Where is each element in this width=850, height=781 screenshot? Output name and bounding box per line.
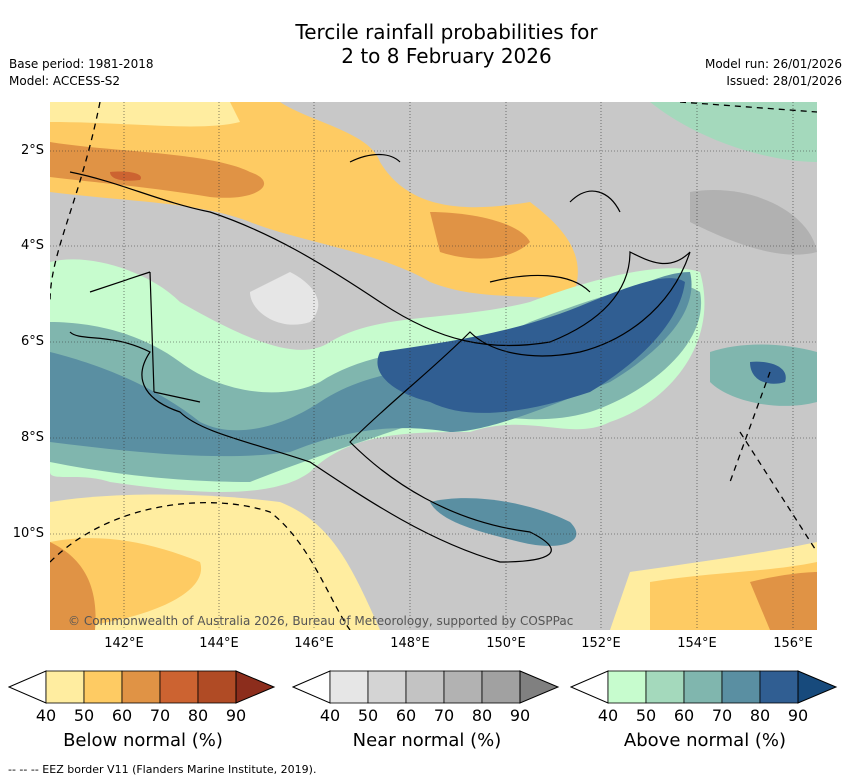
colorbar-segment xyxy=(159,670,199,704)
left-meta: Base period: 1981-2018 Model: ACCESS-S2 xyxy=(9,56,154,90)
colorbar-high-extend xyxy=(797,670,838,704)
colorbar-tick-label: 60 xyxy=(111,706,133,725)
colorbar-tick-label: 70 xyxy=(711,706,733,725)
colorbar-segment xyxy=(443,670,483,704)
lon-label: 152°E xyxy=(581,636,621,651)
colorbar-tick-label: 50 xyxy=(635,706,657,725)
issued-date: Issued: 28/01/2026 xyxy=(726,74,842,88)
colorbar-title: Below normal (%) xyxy=(63,730,223,751)
lon-label: 154°E xyxy=(677,636,717,651)
right-meta: Model run: 26/01/2026 Issued: 28/01/2026 xyxy=(705,56,842,90)
colorbar-1 xyxy=(292,670,560,704)
title-line-1: Tercile rainfall probabilities for xyxy=(295,20,598,44)
colorbar-segment xyxy=(721,670,761,704)
lat-label: 8°S xyxy=(20,430,44,445)
colorbar-tick-label: 90 xyxy=(509,706,531,725)
colorbar-title: Near normal (%) xyxy=(352,730,502,751)
rainfall-map xyxy=(50,102,817,630)
model-name: Model: ACCESS-S2 xyxy=(9,74,121,88)
lat-label: 6°S xyxy=(20,334,44,349)
copyright-credit: © Commonwealth of Australia 2026, Bureau… xyxy=(68,614,574,628)
colorbar-segment xyxy=(759,670,799,704)
colorbar-tick-label: 90 xyxy=(225,706,247,725)
colorbar-tick-label: 50 xyxy=(357,706,379,725)
lat-label: 2°S xyxy=(20,143,44,158)
colorbar-tick-label: 60 xyxy=(673,706,695,725)
colorbar-high-extend xyxy=(519,670,560,704)
coastlines xyxy=(69,153,691,563)
colorbar-tick-label: 70 xyxy=(149,706,171,725)
colorbar-low-extend xyxy=(8,670,47,704)
colorbar-title: Above normal (%) xyxy=(623,730,787,751)
colorbar-segment xyxy=(121,670,161,704)
colorbar-segment xyxy=(645,670,685,704)
colorbar-segment xyxy=(83,670,123,704)
colorbar-tick-label: 80 xyxy=(471,706,493,725)
colorbar-2 xyxy=(570,670,838,704)
colorbar-tick-label: 70 xyxy=(433,706,455,725)
model-run: Model run: 26/01/2026 xyxy=(704,57,842,71)
colorbar-segment xyxy=(481,670,521,704)
colorbar-segment xyxy=(197,670,237,704)
colorbar-segment xyxy=(367,670,407,704)
base-period: Base period: 1981-2018 xyxy=(9,57,154,71)
colorbar-low-extend xyxy=(570,670,609,704)
colorbar-segment xyxy=(607,670,647,704)
colorbar-tick-label: 80 xyxy=(187,706,209,725)
colorbar-tick-label: 90 xyxy=(787,706,809,725)
colorbar-segment xyxy=(45,670,85,704)
lat-label: 4°S xyxy=(20,238,44,253)
lon-label: 144°E xyxy=(199,636,239,651)
lon-label: 148°E xyxy=(390,636,430,651)
colorbar-tick-label: 40 xyxy=(319,706,341,725)
colorbar-0 xyxy=(8,670,276,704)
lat-label: 10°S xyxy=(12,526,44,541)
colorbar-segment xyxy=(683,670,723,704)
colorbar-tick-label: 50 xyxy=(73,706,95,725)
colorbar-tick-label: 80 xyxy=(749,706,771,725)
lon-label: 142°E xyxy=(104,636,144,651)
colorbar-segment xyxy=(405,670,445,704)
colorbar-tick-label: 40 xyxy=(597,706,619,725)
eez-borders xyxy=(50,102,817,630)
eez-footnote: -- -- -- EEZ border V11 (Flanders Marine… xyxy=(8,763,317,776)
lon-label: 156°E xyxy=(773,636,813,651)
colorbar-high-extend xyxy=(235,670,276,704)
lon-label: 150°E xyxy=(486,636,526,651)
colorbar-tick-label: 40 xyxy=(35,706,57,725)
lon-label: 146°E xyxy=(294,636,334,651)
title-line-2: 2 to 8 February 2026 xyxy=(341,44,552,68)
graticule xyxy=(50,102,817,630)
colorbar-low-extend xyxy=(292,670,331,704)
colorbar-segment xyxy=(329,670,369,704)
colorbar-tick-label: 60 xyxy=(395,706,417,725)
